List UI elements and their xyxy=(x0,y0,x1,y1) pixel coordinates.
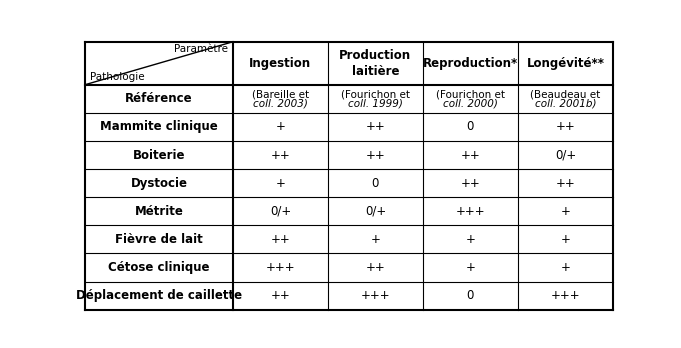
Text: ++: ++ xyxy=(460,149,480,161)
Text: ++: ++ xyxy=(270,149,290,161)
Text: +: + xyxy=(465,233,475,246)
Text: 0/+: 0/+ xyxy=(365,205,386,218)
Text: ++: ++ xyxy=(270,233,290,246)
Text: +: + xyxy=(275,177,285,190)
Text: Longévité**: Longévité** xyxy=(526,57,605,70)
Text: ++: ++ xyxy=(366,120,385,133)
Text: +++: +++ xyxy=(456,205,486,218)
Text: Métrite: Métrite xyxy=(135,205,183,218)
Text: coll. 2001b): coll. 2001b) xyxy=(535,98,596,108)
Text: Déplacement de caillette: Déplacement de caillette xyxy=(76,289,242,302)
Text: ++: ++ xyxy=(556,120,575,133)
Text: 0: 0 xyxy=(466,120,474,133)
Text: ++: ++ xyxy=(366,261,385,274)
Text: Référence: Référence xyxy=(125,92,193,105)
Text: Ingestion: Ingestion xyxy=(249,57,311,70)
Text: +: + xyxy=(275,120,285,133)
Text: 0/+: 0/+ xyxy=(555,149,576,161)
Text: +: + xyxy=(560,205,571,218)
Text: coll. 1999): coll. 1999) xyxy=(348,98,403,108)
Text: (Fourichon et: (Fourichon et xyxy=(436,89,505,99)
Text: Cétose clinique: Cétose clinique xyxy=(108,261,210,274)
Text: 0/+: 0/+ xyxy=(270,205,291,218)
Text: ++: ++ xyxy=(556,177,575,190)
Text: Production
laitière: Production laitière xyxy=(339,49,411,78)
Text: Paramètre: Paramètre xyxy=(174,45,227,54)
Text: +++: +++ xyxy=(550,289,580,302)
Text: ++: ++ xyxy=(460,177,480,190)
Text: ++: ++ xyxy=(366,149,385,161)
Text: coll. 2003): coll. 2003) xyxy=(253,98,308,108)
Text: +++: +++ xyxy=(360,289,390,302)
Text: Reproduction*: Reproduction* xyxy=(423,57,518,70)
Text: (Fourichon et: (Fourichon et xyxy=(341,89,410,99)
Text: +: + xyxy=(465,261,475,274)
Text: Boiterie: Boiterie xyxy=(133,149,185,161)
Text: 0: 0 xyxy=(466,289,474,302)
Text: ++: ++ xyxy=(270,289,290,302)
Text: +: + xyxy=(560,233,571,246)
Text: (Beaudeau et: (Beaudeau et xyxy=(530,89,601,99)
Text: (Bareille et: (Bareille et xyxy=(252,89,309,99)
Text: +: + xyxy=(560,261,571,274)
Text: Pathologie: Pathologie xyxy=(91,72,145,82)
Text: coll. 2000): coll. 2000) xyxy=(443,98,498,108)
Text: Fièvre de lait: Fièvre de lait xyxy=(115,233,203,246)
Text: Mammite clinique: Mammite clinique xyxy=(100,120,218,133)
Text: 0: 0 xyxy=(372,177,379,190)
Text: +++: +++ xyxy=(266,261,296,274)
Text: +: + xyxy=(370,233,381,246)
Text: Dystocie: Dystocie xyxy=(131,177,187,190)
